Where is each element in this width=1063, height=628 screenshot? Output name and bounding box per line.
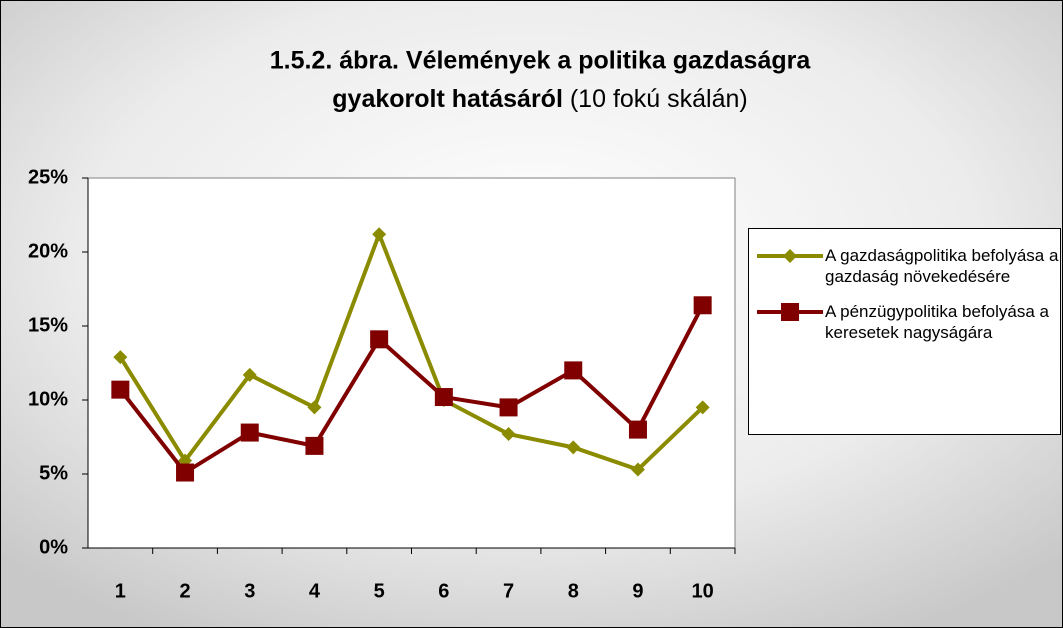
marker xyxy=(242,367,257,382)
title-note: (10 fokú skálán) xyxy=(570,85,748,113)
x-tick-label: 6 xyxy=(438,580,449,602)
series-line xyxy=(118,228,705,472)
y-tick-label: 5% xyxy=(39,462,68,484)
x-tick-label: 8 xyxy=(568,580,579,602)
marker xyxy=(176,463,195,482)
marker xyxy=(372,227,387,242)
marker xyxy=(781,303,799,321)
x-tick-label: 10 xyxy=(692,580,714,602)
marker xyxy=(499,398,518,417)
legend-swatch xyxy=(757,303,823,321)
x-tick-label: 9 xyxy=(632,580,643,602)
marker xyxy=(630,462,645,477)
y-tick-label: 25% xyxy=(28,166,68,188)
marker xyxy=(501,427,516,442)
marker xyxy=(305,436,324,455)
y-tick-label: 0% xyxy=(39,536,68,558)
legend-label: A gazdaságpolitika befolyása a gazdaság … xyxy=(825,246,1059,286)
marker xyxy=(113,350,128,365)
marker xyxy=(111,380,130,399)
x-tick-label: 5 xyxy=(374,580,385,602)
plot-area xyxy=(87,177,736,549)
marker xyxy=(695,400,710,415)
x-tick-label: 3 xyxy=(244,580,255,602)
marker xyxy=(783,249,797,263)
legend-label: A pénzügypolitika befolyása a keresetek … xyxy=(825,302,1049,342)
x-tick-label: 1 xyxy=(115,580,126,602)
marker xyxy=(307,400,322,415)
legend-item: A gazdaságpolitika befolyása a gazdaság … xyxy=(755,245,1060,287)
x-tick-label: 4 xyxy=(309,580,321,602)
y-tick-label: 20% xyxy=(28,240,68,262)
y-tick-label: 15% xyxy=(28,314,68,336)
x-tick-label: 2 xyxy=(179,580,190,602)
x-tick-label: 7 xyxy=(503,580,514,602)
marker xyxy=(564,361,583,380)
y-tick-label: 10% xyxy=(28,388,68,410)
chart-title: 1.5.2. ábra. Vélemények a politika gazda… xyxy=(270,47,812,75)
marker xyxy=(693,296,712,315)
legend: A gazdaságpolitika befolyása a gazdaság … xyxy=(748,228,1061,435)
legend-item: A pénzügypolitika befolyása a keresetek … xyxy=(755,301,1060,343)
marker xyxy=(370,330,389,349)
chart-title: gyakorolt hatásáról (10 fokú skálán) xyxy=(332,85,747,113)
marker xyxy=(628,420,647,439)
marker xyxy=(566,440,581,455)
legend-swatch xyxy=(757,249,823,263)
marker xyxy=(434,388,453,407)
series-line xyxy=(118,304,705,476)
chart-title: gyakorolt hatásáról xyxy=(332,85,563,113)
marker xyxy=(240,423,259,442)
